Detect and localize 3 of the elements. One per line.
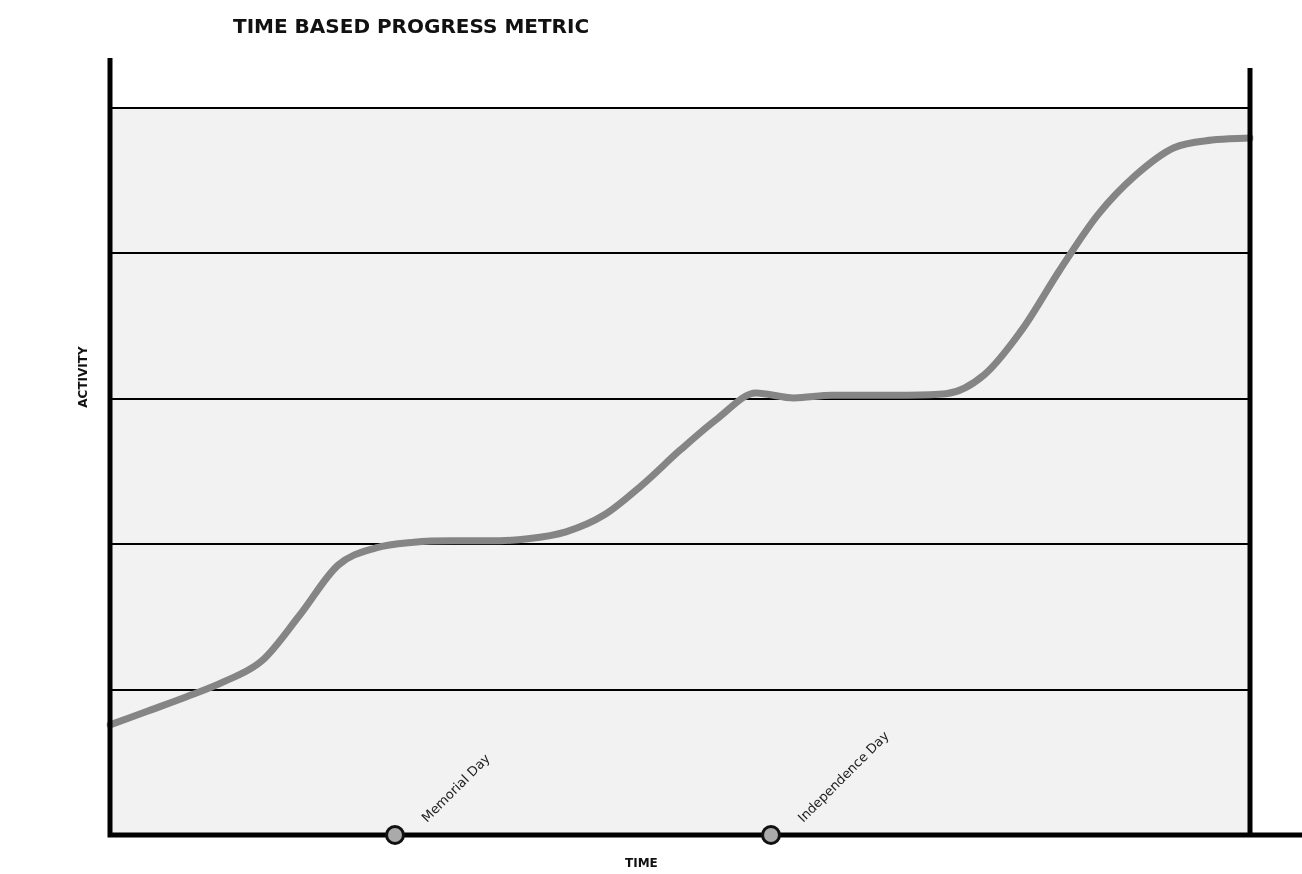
x-axis-title: TIME — [625, 856, 658, 870]
y-axis-title: ACTIVITY — [75, 346, 90, 408]
chart-title: TIME BASED PROGRESS METRIC — [233, 14, 590, 38]
